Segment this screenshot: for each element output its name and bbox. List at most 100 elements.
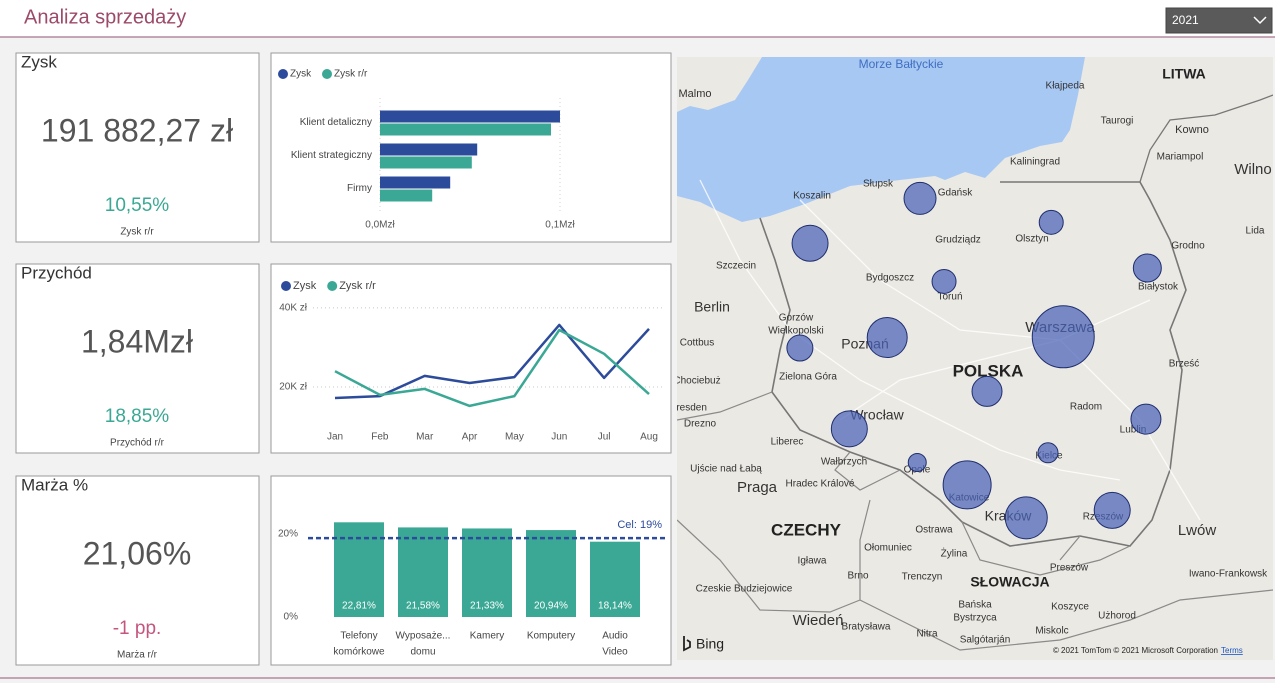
- card-title: Marża %: [21, 475, 88, 494]
- value-label: 21,33%: [470, 601, 504, 612]
- map-bubble: [830, 410, 868, 448]
- map-label: Grodno: [1171, 241, 1205, 252]
- map-label: Olsztyn: [1015, 234, 1048, 245]
- map-label: Liberec: [771, 437, 804, 448]
- x-tick-label: Apr: [462, 432, 478, 443]
- map-label: Trenczyn: [902, 572, 943, 583]
- map-bubble: [1031, 305, 1095, 369]
- map-label: Morze Bałtyckie: [859, 57, 944, 71]
- map-label: Berlin: [694, 299, 730, 315]
- border-lithuania: [1139, 94, 1273, 183]
- map-bubble: [931, 268, 957, 294]
- kpi-card: Zysk 191 882,27 zł 10,55% Zysk r/r: [15, 52, 260, 243]
- card-value: 1,84Mzł: [81, 323, 193, 359]
- map-label: Salgótarján: [960, 635, 1011, 646]
- bar: [380, 110, 560, 123]
- bar: [380, 176, 451, 189]
- map-label: Bydgoszcz: [866, 273, 914, 284]
- map-label: Koszyce: [1051, 602, 1089, 613]
- legend-marker: [327, 281, 338, 291]
- map-label: Malmo: [678, 88, 711, 100]
- target-label: Cel: 19%: [617, 519, 662, 531]
- border-other: [677, 391, 1273, 651]
- map-bubble: [1093, 491, 1131, 529]
- map-label: Ostrawa: [915, 525, 953, 536]
- map-label: Hradec Králové: [786, 479, 855, 490]
- map-label: Czeskie Budziejowice: [696, 584, 793, 595]
- map-label: Słupsk: [863, 179, 894, 190]
- x-tick-label: Wyposaże...: [396, 631, 451, 642]
- filter-value[interactable]: 2021: [1172, 13, 1199, 27]
- map-label: Koszalin: [793, 191, 831, 202]
- category-label: Firmy: [347, 183, 372, 194]
- card-change: 18,85%: [105, 406, 170, 427]
- x-tick-label: domu: [410, 647, 435, 658]
- x-tick-label: May: [505, 432, 524, 443]
- bar: [526, 530, 576, 617]
- map-label: Wilno: [1234, 161, 1272, 178]
- map-bubble: [1130, 403, 1162, 435]
- bar: [398, 527, 448, 617]
- legend-label: Zysk: [293, 280, 317, 292]
- bar: [380, 156, 472, 169]
- chart-bar: 0% 20% 22,81% Telefony komórkowe 21,58% Wyposa…: [270, 475, 672, 666]
- value-label: 22,81%: [342, 601, 376, 612]
- bar: [380, 143, 478, 156]
- card-panel: [15, 52, 260, 243]
- card-change-label: Przychód r/r: [110, 438, 165, 449]
- charts: Zysk Zysk r/r 0,0Mzł 0,1Mzł Klient detaliczn…: [270, 52, 672, 666]
- line-series: [334, 328, 650, 408]
- x-tick-label: Aug: [640, 432, 658, 443]
- legend-marker: [322, 69, 332, 79]
- x-tick-label: Telefony: [340, 631, 377, 642]
- map-label: Wielkopolski: [768, 326, 824, 337]
- map-bubble: [1004, 496, 1048, 540]
- map-attribution: © 2021 TomTom © 2021 Microsoft Corporati…: [1053, 646, 1218, 655]
- filter-box[interactable]: [1165, 7, 1273, 34]
- card-value: 191 882,27 zł: [41, 112, 233, 148]
- map-bubble: [791, 224, 829, 262]
- map-label: Preszów: [1050, 563, 1089, 574]
- map-label: Żylina: [941, 547, 968, 560]
- map-label: Cottbus: [680, 338, 714, 349]
- card-title: Przychód: [21, 263, 92, 282]
- legend-label: Zysk r/r: [334, 69, 368, 80]
- map-label: Brno: [847, 571, 869, 582]
- x-tick-label: Video: [602, 647, 628, 658]
- map-bubble: [942, 460, 992, 510]
- value-label: 21,58%: [406, 601, 440, 612]
- map-bubble: [971, 375, 1003, 407]
- map-label: Gdańsk: [938, 188, 973, 199]
- map-label: Taurogi: [1101, 116, 1134, 127]
- chart-line: Zysk Zysk r/r 20K zł 40K zł Jan Feb Mar Apr May J…: [270, 263, 672, 454]
- category-label: Klient strategiczny: [291, 150, 372, 161]
- x-tick-label: Jan: [327, 432, 343, 443]
- legend-marker: [278, 69, 288, 79]
- map-label: Grudziądz: [935, 235, 981, 246]
- map-bubble: [1132, 253, 1162, 283]
- map-label: Kłajpeda: [1046, 81, 1085, 92]
- legend-marker: [281, 281, 291, 291]
- year-filter[interactable]: 2021: [1165, 7, 1273, 34]
- map-label: Użhorod: [1098, 611, 1136, 622]
- map-terms[interactable]: Terms: [1221, 646, 1243, 655]
- map-label: Gorzów: [779, 313, 814, 324]
- legend-label: Zysk: [290, 69, 312, 80]
- map-label: Toruń: [937, 292, 962, 303]
- map-label: Kowno: [1175, 124, 1209, 136]
- map-label: Ujście nad Łabą: [690, 464, 762, 475]
- map-logo: Bing: [696, 636, 724, 652]
- map-label: Kaliningrad: [1010, 157, 1060, 168]
- map-label: Bystrzyca: [953, 613, 997, 624]
- map-bubble: [907, 452, 927, 472]
- value-label: 20,94%: [534, 601, 568, 612]
- kpi-card: Marża % 21,06% -1 pp. Marża r/r: [15, 475, 260, 666]
- chart-panel: [270, 263, 672, 454]
- map-label: Białystok: [1138, 282, 1179, 293]
- filter-chevron[interactable]: [1253, 16, 1267, 25]
- map: Morze Bałtyckie LITWA POLSKA CZECHY SŁOWACJA…: [677, 57, 1273, 660]
- x-tick-label: 0,1Mzł: [545, 220, 575, 231]
- map-label: Wałbrzych: [821, 457, 867, 468]
- value-label: 18,14%: [598, 601, 632, 612]
- x-tick-label: Kamery: [470, 631, 504, 642]
